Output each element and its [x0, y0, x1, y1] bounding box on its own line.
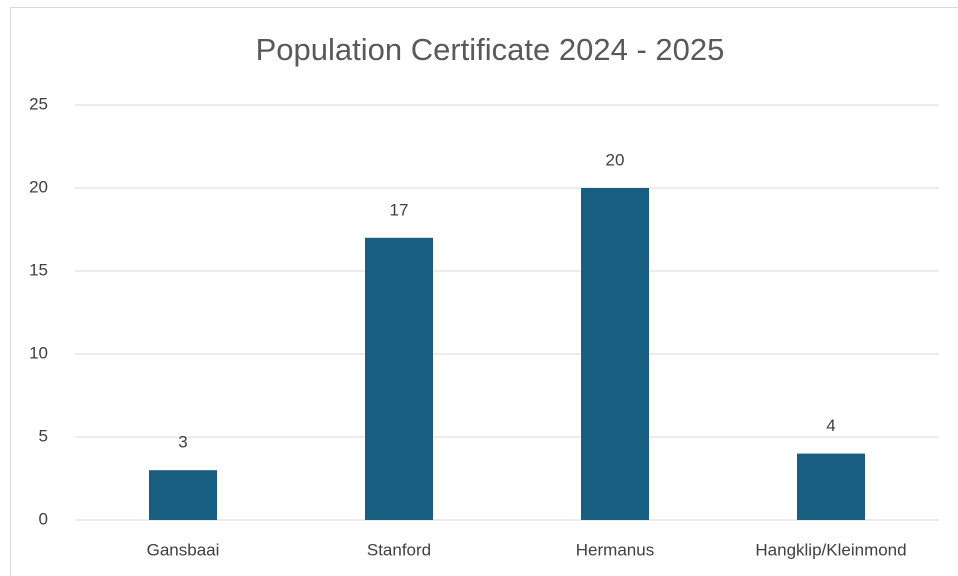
y-tick-label: 0 — [39, 509, 48, 528]
data-label: 3 — [178, 433, 187, 452]
y-tick-label: 25 — [29, 94, 48, 113]
x-tick-label: Stanford — [367, 540, 431, 559]
bar — [797, 453, 865, 520]
data-label: 20 — [606, 150, 625, 169]
y-tick-label: 20 — [29, 177, 48, 196]
data-label: 17 — [390, 200, 409, 219]
x-tick-label: Hermanus — [576, 540, 654, 559]
chart-title: Population Certificate 2024 - 2025 — [256, 32, 725, 67]
y-tick-label: 5 — [39, 426, 48, 445]
bar — [149, 470, 217, 520]
y-tick-label: 15 — [29, 260, 48, 279]
data-label: 4 — [826, 416, 835, 435]
bar — [365, 237, 433, 521]
bar — [581, 188, 649, 520]
x-tick-label: Hangklip/Kleinmond — [755, 540, 906, 559]
x-tick-label: Gansbaai — [147, 540, 220, 559]
y-tick-label: 10 — [29, 343, 48, 362]
